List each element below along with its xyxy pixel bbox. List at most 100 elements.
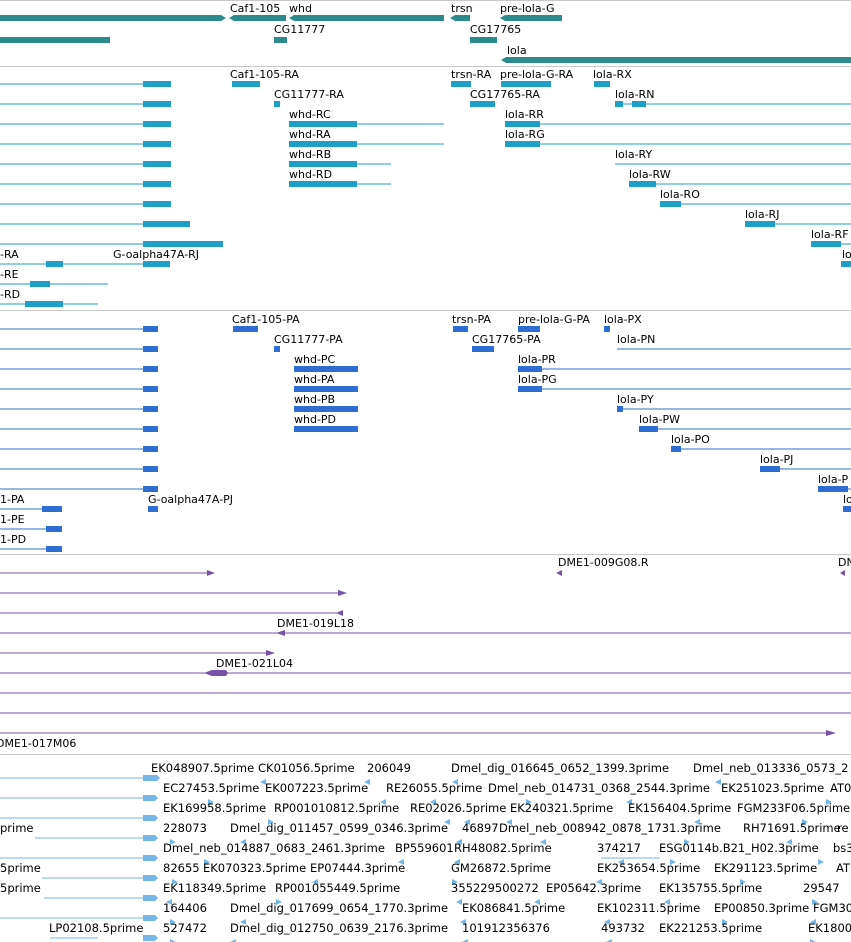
gene-bar[interactable] [0,15,226,21]
est-label: 5prime [0,881,41,895]
est-label: EK086841.5prime [462,901,565,915]
est-label: RH71691.5prime [743,821,841,835]
est-label: EK291123.5prime [714,861,817,875]
est-label: 374217 [597,841,641,855]
gene-bar[interactable] [0,37,110,43]
est-label: LP02108.5prime [49,921,143,935]
est-label: RP001055449.5prime [275,881,400,895]
est-label: Dmel_neb_014731_0368_2544.3prime [488,781,710,795]
est-label: 356376 [506,921,550,935]
protein-label: lola-PR [518,353,556,366]
est-label: Dmel_dig_011457_0599_0346.3prime [230,821,448,835]
est-label: Dmel_neb_008942_0878_1731.3prime [499,821,721,835]
protein-label: lola-PO [671,433,710,446]
est-label: EP07444.3prime [310,861,405,875]
est-label: Dmel_dig_017699_0654_1770.3prime [230,901,448,915]
est-label: EK102311.5prime [597,901,700,915]
gene-label: whd [289,2,312,15]
est-label: FGM233F06.5prime [737,801,850,815]
cdna-label: DME1-019L18 [277,617,354,630]
gene-label: Caf1-105 [230,2,280,15]
protein-label: lola-PX [604,313,642,326]
gene-cg11777-bar[interactable] [274,37,287,43]
gene-trsn-bar[interactable] [450,15,470,21]
est-label: 29547 [803,881,840,895]
gene-cg17765-bar[interactable] [470,37,497,43]
transcript-label: CG17765-RA [470,88,540,101]
transcript-label: lo [842,248,851,261]
est-label: EP05642.3prime [546,881,641,895]
cdna-track: DME1-009G08.R DN DME1-019L18 DME1-021L04… [0,554,851,750]
est-label: EP00850.3prime [714,901,809,915]
gene-lola-bar[interactable] [501,57,851,63]
est-label: Dmel_neb_014887_0683_2461.3prime [163,841,385,855]
est-label: Dmel_neb_013336_0573_2 [693,761,848,775]
est-label: EK169958.5prime [163,801,266,815]
est-label: EK253654.5prime [597,861,700,875]
est-label: EK240321.5prime [510,801,613,815]
protein-label: lola-PG [518,373,557,386]
protein-track: Caf1-105-PA trsn-PA pre-lola-G-PA lola-P… [0,310,851,552]
protein-label: whd-PC [294,353,336,366]
protein-label: Caf1-105-PA [232,313,300,326]
est-label: Dmel_dig_016645_0652_1399.3prime [451,761,669,775]
est-label: EK007223.5prime [265,781,368,795]
protein-label: 1-PE [0,513,25,526]
gene-pre-lola-g-bar[interactable] [500,15,562,21]
protein-label: lola-PY [617,393,654,406]
protein-label: pre-lola-G-PA [518,313,590,326]
protein-label: CG11777-PA [274,333,343,346]
protein-label: 1-PD [0,533,26,546]
est-label: GM26872.5prime [451,861,551,875]
est-label: EK048907.5prime [151,761,254,775]
transcript-label: lola-RJ [745,208,779,221]
transcript-label: CG11777-RA [274,88,344,101]
protein-label: lola-P [818,473,849,486]
transcript-label: -RD [0,288,20,301]
transcript-label: -RE [0,268,19,281]
transcript-label: lola-RN [615,88,654,101]
protein-label: whd-PD [294,413,336,426]
est-label: 46897 [462,821,499,835]
gene-whd-bar[interactable] [289,15,444,21]
protein-label: lola-PJ [760,453,793,466]
transcript-label: whd-RA [289,128,331,141]
transcript-label: whd-RD [289,168,332,181]
transcript-label: G-oalpha47A-RJ [113,248,199,261]
protein-label: G-oalpha47A-PJ [148,493,233,506]
est-label: 527472 [163,921,207,935]
est-label: 164406 [163,901,207,915]
gene-label: trsn [451,2,473,15]
transcript-label: whd-RC [289,108,331,121]
protein-label: whd-PB [294,393,335,406]
protein-label: lola-PW [639,413,680,426]
est-label: 5prime [0,861,41,875]
gene-label: CG11777 [274,23,325,36]
est-label: CK01056.5prime [258,761,355,775]
transcript-label: lola-RO [660,188,700,201]
est-label: EK1800 [808,921,851,935]
est-track: EK048907.5prime CK01056.5prime 206049 Dm… [0,754,851,942]
cdna-label: DME1-021L04 [216,657,293,670]
est-label: 493732 [601,921,645,935]
gene-caf1-bar[interactable] [229,15,286,21]
protein-label: CG17765-PA [472,333,541,346]
est-label: BP559601 [395,841,454,855]
est-label: 82655 [163,861,200,875]
protein-label: lo [843,493,851,506]
est-label: RP001010812.5prime [274,801,399,815]
est-label: RE02026.5prime [410,801,506,815]
est-label: EK135755.5prime [659,881,762,895]
est-label: ESG0114b.B21_H02.3prime [659,841,819,855]
est-label: RE26055.5prime [386,781,482,795]
est-label: AT0 [830,781,851,795]
protein-label: trsn-PA [452,313,491,326]
est-label: AT [836,861,851,875]
transcript-label: pre-lola-G-RA [500,68,574,81]
gene-label: CG17765 [470,23,521,36]
transcript-label: lola-RF [811,228,849,241]
est-label: FGM30 [813,901,851,915]
est-label: EK156404.5prime [628,801,731,815]
transcript-label: whd-RB [289,148,331,161]
